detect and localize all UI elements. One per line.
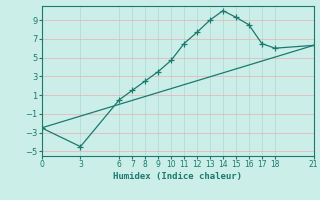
X-axis label: Humidex (Indice chaleur): Humidex (Indice chaleur): [113, 172, 242, 181]
